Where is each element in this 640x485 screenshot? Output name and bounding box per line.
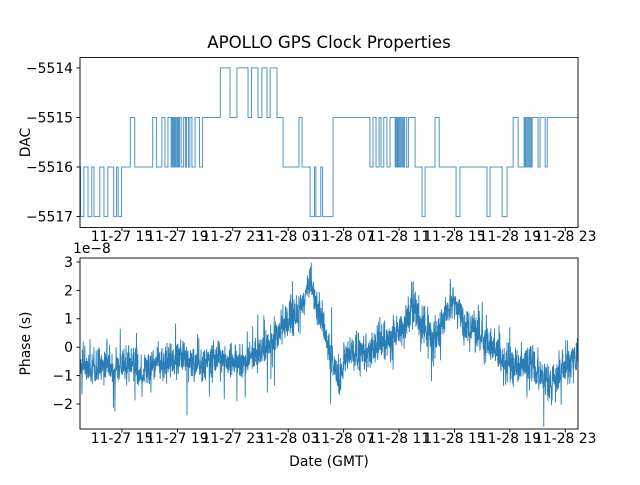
- axes-spines: [79, 257, 579, 430]
- x-tick-label: 11-28 07: [312, 431, 374, 447]
- figure-title: APOLLO GPS Clock Properties: [207, 33, 451, 52]
- dac-y-axis-label: DAC: [18, 128, 34, 157]
- x-tick-label: 11-27 19: [146, 431, 208, 447]
- y-tick-label: 0: [64, 340, 73, 356]
- x-tick-label: 11-27 23: [202, 229, 264, 245]
- x-tick-label: 11-28 19: [479, 229, 541, 245]
- x-tick-label: 11-28 11: [368, 229, 430, 245]
- x-tick-label: 11-28 11: [368, 431, 430, 447]
- x-tick-label: 11-28 23: [534, 229, 596, 245]
- phase-noise-line: [80, 262, 578, 427]
- x-tick-label: 11-28 23: [534, 431, 596, 447]
- y-tick-label: 2: [64, 283, 73, 299]
- dac-step-line: [80, 67, 578, 218]
- phase-y-axis-label: Phase (s): [18, 312, 34, 376]
- x-tick-label: 11-28 03: [257, 431, 319, 447]
- x-tick-label: 11-28 19: [479, 431, 541, 447]
- x-tick-label: 11-27 23: [202, 431, 264, 447]
- x-tick-label: 11-28 03: [257, 229, 319, 245]
- x-tick-label: 11-27 15: [91, 431, 153, 447]
- plot-series-layer: [80, 67, 578, 427]
- y-offset-exponent-label: 1e−8: [73, 241, 111, 257]
- x-tick-label: 11-28 15: [423, 229, 485, 245]
- x-tick-label: 11-27 19: [146, 229, 208, 245]
- y-tick-label: 3: [64, 255, 73, 271]
- x-tick-label: 11-27 15: [91, 229, 153, 245]
- x-tick-label: 11-28 07: [312, 229, 374, 245]
- y-tick-label: −2: [53, 397, 73, 413]
- y-tick-label: −5517: [26, 209, 73, 225]
- y-tick-label: −5516: [26, 160, 73, 176]
- axes-spines: [79, 57, 579, 228]
- y-tick-label: −1: [53, 368, 73, 384]
- y-tick-label: −5515: [26, 110, 73, 126]
- y-tick-label: 1: [64, 312, 73, 328]
- x-tick-label: 11-28 15: [423, 431, 485, 447]
- x-axis-label: Date (GMT): [289, 454, 369, 470]
- y-tick-label: −5514: [26, 61, 73, 77]
